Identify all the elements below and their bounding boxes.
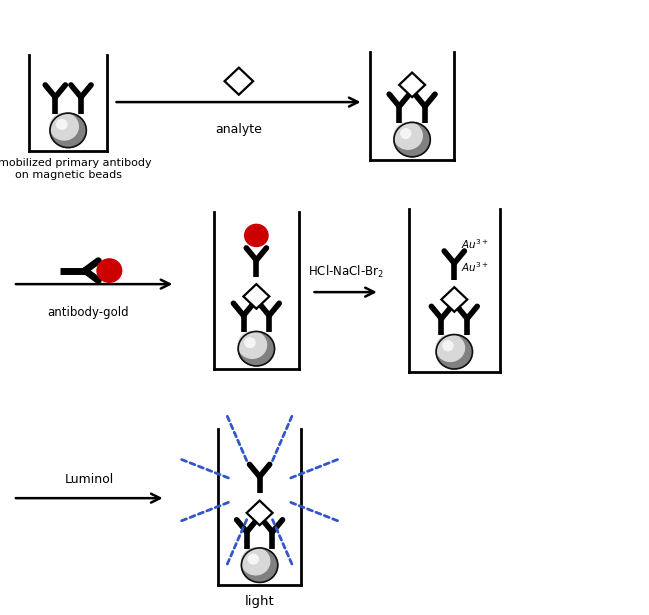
Text: HCl-NaCl-Br$_2$: HCl-NaCl-Br$_2$ [308, 264, 384, 280]
Circle shape [248, 554, 258, 564]
Circle shape [394, 122, 422, 149]
Polygon shape [399, 73, 425, 97]
Circle shape [50, 113, 86, 148]
Polygon shape [247, 501, 273, 525]
Circle shape [443, 341, 453, 351]
Circle shape [97, 259, 121, 282]
Circle shape [245, 338, 255, 347]
Polygon shape [243, 284, 269, 309]
Polygon shape [225, 68, 253, 95]
Circle shape [436, 335, 472, 369]
Circle shape [394, 122, 430, 157]
Polygon shape [441, 287, 467, 312]
Circle shape [238, 331, 267, 359]
Circle shape [56, 119, 67, 129]
Text: Au$^{3+}$: Au$^{3+}$ [461, 260, 489, 274]
Text: Luminol: Luminol [65, 473, 114, 486]
Circle shape [245, 224, 268, 247]
Circle shape [241, 548, 270, 575]
Circle shape [50, 113, 79, 140]
Text: Au$^{3+}$: Au$^{3+}$ [461, 237, 489, 251]
Text: light: light [245, 595, 275, 608]
Text: immobilized primary antibody
on magnetic beads: immobilized primary antibody on magnetic… [0, 158, 152, 180]
Circle shape [238, 331, 275, 366]
Circle shape [436, 335, 465, 362]
Text: analyte: analyte [215, 123, 262, 136]
Circle shape [241, 548, 278, 582]
Circle shape [400, 129, 411, 138]
Text: antibody-gold: antibody-gold [47, 306, 129, 319]
